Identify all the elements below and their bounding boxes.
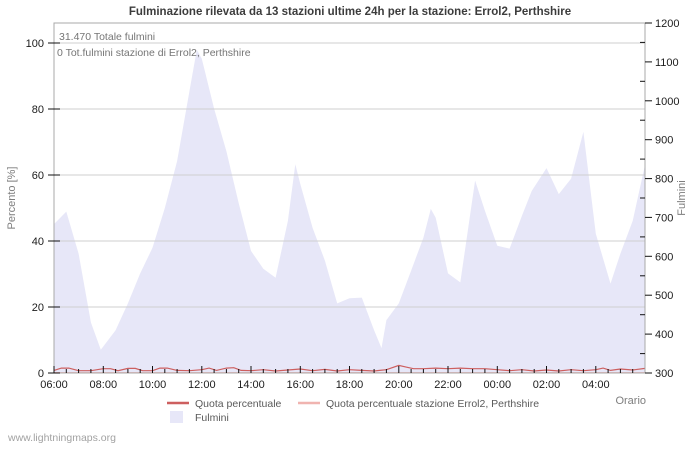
left-tick-label: 100 [26,38,44,50]
left-tick-label: 40 [32,236,44,248]
legend-label-quota-percentuale: Quota percentuale [195,398,282,410]
fulmini-area-series [54,49,645,374]
x-axis-label: Orario [615,395,646,407]
x-tick-label: 00:00 [484,379,512,391]
x-tick-label: 18:00 [336,379,364,391]
x-tick-label: 10:00 [139,379,167,391]
left-tick-label: 0 [38,368,44,380]
legend-marker-fulmini [170,411,183,423]
right-tick-label: 800 [655,174,673,186]
x-tick-label: 14:00 [237,379,265,391]
right-tick-label: 500 [655,290,673,302]
left-tick-label: 80 [32,104,44,116]
plot-layer: 06:00 08:00 10:00 12:00 14:00 16:00 18:00 20:00… [26,18,680,391]
right-tick-label: 600 [655,251,673,263]
x-tick-label: 08:00 [90,379,118,391]
legend-label-fulmini: Fulmini [195,412,229,424]
right-tick-label: 1200 [655,18,679,30]
left-tick-label: 20 [32,302,44,314]
chart-title: Fulminazione rilevata da 13 stazioni ult… [129,6,571,18]
x-tick-label: 20:00 [385,379,413,391]
x-tick-label: 16:00 [287,379,315,391]
right-axis-label: Fulmini [676,180,688,215]
right-tick-label: 900 [655,135,673,147]
legend-label-quota-percentuale-stazione: Quota percentuale stazione Errol2, Perth… [326,398,539,410]
annotation-station-fulmini: 0 Tot.fulmini stazione di Errol2, Perths… [57,47,251,59]
x-tick-label: 22:00 [434,379,462,391]
legend: Quota percentuale Quota percentuale staz… [167,398,539,424]
annotation-total-fulmini: 31.470 Totale fulmini [59,31,155,43]
x-tick-label: 04:00 [582,379,610,391]
right-tick-label: 300 [655,368,673,380]
right-tick-label: 1000 [655,96,679,108]
right-tick-label: 700 [655,212,673,224]
left-tick-label: 60 [32,170,44,182]
x-tick-label: 06:00 [40,379,68,391]
watermark-lightningmaps: www.lightningmaps.org [7,432,116,444]
right-tick-label: 400 [655,329,673,341]
left-axis-label: Percento [%] [6,167,18,230]
x-tick-label: 02:00 [533,379,561,391]
right-tick-label: 1100 [655,57,679,69]
x-tick-label: 12:00 [188,379,216,391]
